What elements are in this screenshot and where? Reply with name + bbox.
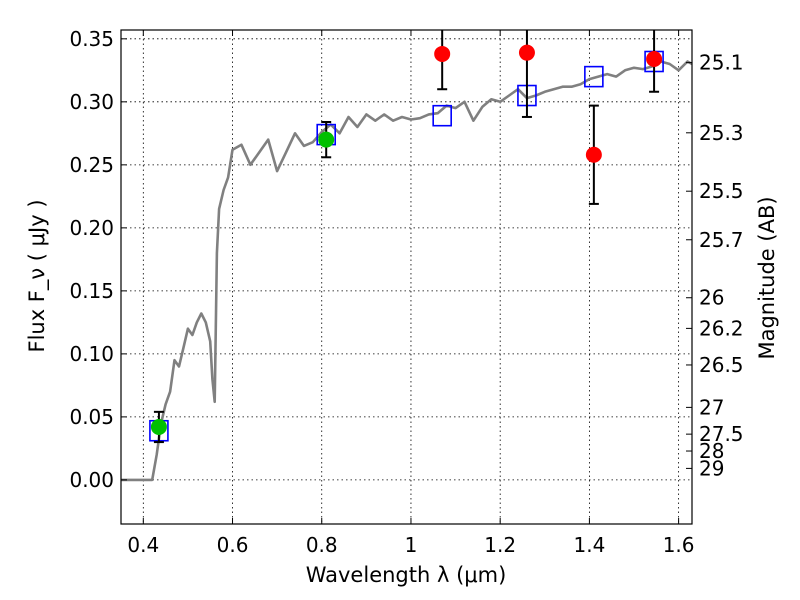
y-right-tick-label: 27 bbox=[699, 395, 724, 419]
x-tick-label: 0.8 bbox=[306, 533, 338, 557]
y-right-tick-label: 25.1 bbox=[699, 51, 744, 75]
plot-frame bbox=[120, 29, 693, 525]
x-tick-label: 1.4 bbox=[573, 533, 605, 557]
model-photometry-square bbox=[432, 104, 452, 127]
axis-ticks: 0.4 0.6 0.8 1 1.2 1.4 1.6 0.00 0.05 0.10 0.15 0.20 0… bbox=[69, 27, 743, 557]
y-right-tick-label: 25.7 bbox=[699, 228, 744, 252]
y-right-tick-label: 26 bbox=[699, 286, 724, 310]
observed-point bbox=[585, 146, 602, 163]
y-tick-label: 0.35 bbox=[69, 27, 114, 51]
y-axis-label: Flux F_ν ( μJy ) bbox=[25, 199, 50, 352]
model-sed-curve bbox=[121, 60, 693, 482]
x-tick-label: 1.2 bbox=[484, 533, 516, 557]
model-sed-line bbox=[121, 60, 693, 482]
y-right-tick-label: 27.5 bbox=[699, 422, 744, 446]
y-tick-label: 0.20 bbox=[69, 216, 114, 240]
photometry-markers bbox=[149, 30, 664, 444]
y-right-tick-label: 26.5 bbox=[699, 353, 744, 377]
y-right-tick-label: 25.5 bbox=[699, 179, 744, 203]
x-tick-label: 1.6 bbox=[663, 533, 695, 557]
y-right-tick-label: 28 bbox=[699, 439, 724, 463]
x-axis-label: Wavelength λ (μm) bbox=[306, 563, 507, 587]
x-tick-label: 0.4 bbox=[127, 533, 159, 557]
y-tick-label: 0.00 bbox=[69, 468, 114, 492]
observed-point bbox=[318, 131, 335, 148]
y-tick-label: 0.05 bbox=[69, 405, 114, 429]
y-right-tick-label: 26.2 bbox=[699, 316, 744, 340]
x-tick-label: 0.6 bbox=[217, 533, 249, 557]
y-tick-label: 0.25 bbox=[69, 153, 114, 177]
grid bbox=[121, 30, 692, 524]
observed-point bbox=[434, 45, 451, 62]
observed-point bbox=[646, 50, 663, 67]
model-photometry-square bbox=[584, 65, 604, 88]
y-axis-right-label: Magnitude (AB) bbox=[755, 196, 779, 359]
observed-point bbox=[150, 418, 167, 435]
y-tick-label: 0.30 bbox=[69, 90, 114, 114]
y-right-tick-label: 29 bbox=[699, 456, 724, 480]
y-right-tick-label: 25.3 bbox=[699, 121, 744, 145]
y-tick-label: 0.10 bbox=[69, 342, 114, 366]
observed-point bbox=[518, 44, 535, 61]
y-tick-label: 0.15 bbox=[69, 279, 114, 303]
x-tick-label: 1 bbox=[405, 533, 418, 557]
